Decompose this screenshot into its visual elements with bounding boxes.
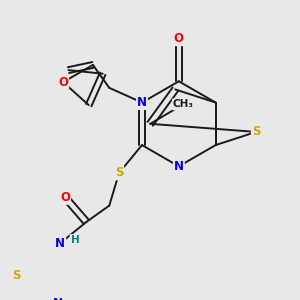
Text: O: O	[58, 76, 68, 88]
Text: S: S	[115, 167, 123, 179]
Text: O: O	[60, 191, 70, 204]
Text: N: N	[55, 237, 65, 250]
Text: N: N	[53, 297, 63, 300]
Text: CH₃: CH₃	[173, 99, 194, 110]
Text: O: O	[174, 32, 184, 45]
Text: N: N	[174, 160, 184, 173]
Text: N: N	[137, 96, 147, 109]
Text: S: S	[252, 125, 260, 138]
Text: H: H	[70, 235, 79, 245]
Text: S: S	[12, 269, 21, 282]
